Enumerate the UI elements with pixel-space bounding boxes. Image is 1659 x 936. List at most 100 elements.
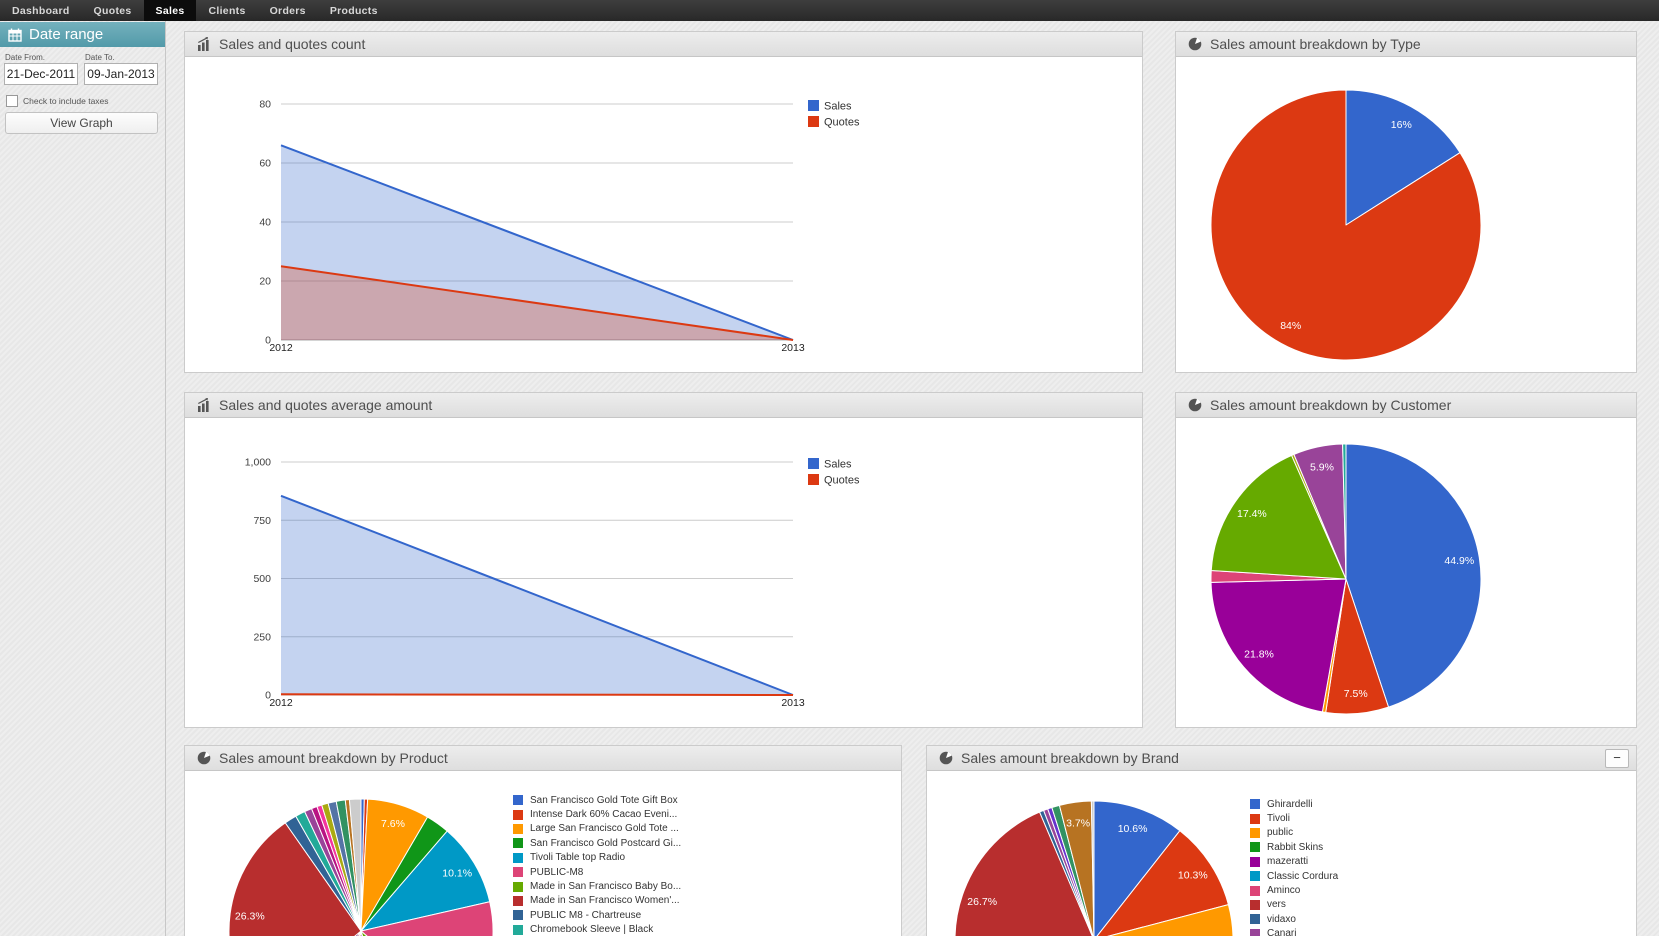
legend-label: PUBLIC M8 - Chartreuse bbox=[530, 909, 642, 921]
legend-item: Rabbit Skins bbox=[1250, 840, 1338, 854]
legend-swatch bbox=[808, 116, 819, 127]
svg-text:2013: 2013 bbox=[781, 342, 805, 354]
legend-item: Canari bbox=[1250, 927, 1338, 936]
legend-label: Large San Francisco Gold Tote ... bbox=[530, 823, 679, 835]
legend-label: Made in San Francisco Baby Bo... bbox=[530, 881, 682, 893]
panel-title: Sales and quotes average amount bbox=[219, 397, 433, 413]
pie-slice-label: 26.7% bbox=[967, 896, 997, 908]
legend-label: San Francisco Gold Tote Gift Box bbox=[530, 794, 678, 806]
legend-item: PUBLIC M8 - Chartreuse bbox=[513, 908, 681, 922]
pie-slice-label: 10.6% bbox=[1118, 823, 1148, 835]
pie-slice-label: 7.5% bbox=[1344, 688, 1368, 700]
panel-header: Sales and quotes count bbox=[185, 32, 1142, 57]
svg-text:750: 750 bbox=[253, 515, 271, 527]
legend-entry: Quotes bbox=[824, 475, 860, 487]
pie-chart-icon bbox=[197, 751, 211, 765]
legend-swatch bbox=[513, 910, 523, 921]
legend-item: Ghirardelli bbox=[1250, 797, 1338, 811]
product_pie-svg: 7.6% 10.1% 26.3% bbox=[228, 798, 494, 936]
legend-label: Rabbit Skins bbox=[1267, 841, 1324, 853]
pie-slice bbox=[1093, 800, 1181, 936]
legend-item: San Francisco Gold Postcard Gi... bbox=[513, 836, 681, 850]
nav-item-dashboard[interactable]: Dashboard bbox=[12, 4, 70, 17]
nav-item-clients[interactable]: Clients bbox=[208, 4, 246, 17]
panel-header: Sales amount breakdown by Brand − bbox=[927, 746, 1636, 771]
pie-slice bbox=[360, 901, 494, 936]
legend-label: public bbox=[1267, 827, 1294, 839]
legend-swatch bbox=[1250, 885, 1260, 896]
legend-label: Tivoli bbox=[1267, 813, 1290, 825]
pie-slice bbox=[1096, 830, 1229, 936]
panel-title: Sales amount breakdown by Brand bbox=[961, 750, 1179, 766]
legend-item: PUBLIC-M8 bbox=[513, 865, 681, 879]
legend-entry: Sales bbox=[824, 101, 852, 113]
panel-breakdown-product: Sales amount breakdown by Product 7.6% 10… bbox=[184, 745, 902, 936]
pie-slice bbox=[228, 822, 362, 936]
sidebar-divider bbox=[165, 21, 166, 936]
legend-label: Classic Cordura bbox=[1267, 870, 1339, 882]
bar-chart-icon bbox=[197, 37, 211, 51]
view-graph-button[interactable]: View Graph bbox=[5, 112, 158, 134]
legend-swatch bbox=[513, 895, 523, 906]
legend-item: Made in San Francisco Women'... bbox=[513, 894, 681, 908]
svg-text:2013: 2013 bbox=[781, 697, 805, 709]
legend-label: Canari bbox=[1267, 928, 1297, 936]
nav-item-products[interactable]: Products bbox=[329, 4, 378, 17]
date-to-input[interactable] bbox=[84, 63, 158, 85]
date-from-input[interactable] bbox=[4, 63, 78, 85]
bar-chart-icon bbox=[197, 398, 211, 412]
legend-item: Classic Cordura bbox=[1250, 869, 1338, 883]
svg-text:60: 60 bbox=[259, 158, 271, 170]
legend-swatch bbox=[808, 474, 819, 485]
brand-pie-area: 10.6% 10.3% 26.7% 3.7% Ghirardelli Tivoli pub… bbox=[927, 771, 1636, 936]
legend-item: Made in San Francisco Baby Bo... bbox=[513, 879, 681, 893]
svg-text:2012: 2012 bbox=[269, 697, 293, 709]
legend-label: San Francisco Gold Postcard Gi... bbox=[530, 837, 682, 849]
nav-item-quotes[interactable]: Quotes bbox=[93, 4, 132, 17]
legend-label: Ghirardelli bbox=[1267, 798, 1313, 810]
pie-slice bbox=[360, 830, 491, 932]
svg-text:1,000: 1,000 bbox=[245, 457, 271, 469]
panel-sales-quotes-average: Sales and quotes average amount 0 250 500 7… bbox=[184, 392, 1143, 728]
legend-swatch bbox=[1250, 871, 1260, 882]
legend-item: Intense Dark 60% Cacao Eveni... bbox=[513, 807, 681, 821]
include-taxes-checkbox[interactable] bbox=[6, 95, 18, 107]
collapse-panel-button[interactable]: − bbox=[1605, 749, 1629, 768]
legend-swatch bbox=[808, 458, 819, 469]
legend-swatch bbox=[513, 881, 523, 892]
panel-sales-quotes-count: Sales and quotes count 0 20 40 60 80 2012 2013… bbox=[184, 31, 1143, 373]
svg-text:250: 250 bbox=[253, 631, 271, 643]
pie-slice-label: 16% bbox=[1391, 119, 1412, 131]
legend-swatch bbox=[1250, 856, 1260, 867]
legend-label: Intense Dark 60% Cacao Eveni... bbox=[530, 809, 678, 821]
legend-swatch bbox=[513, 924, 523, 935]
product-pie-legend: San Francisco Gold Tote Gift Box Intense … bbox=[513, 793, 681, 936]
pie-slice bbox=[348, 798, 362, 932]
legend-swatch bbox=[1250, 813, 1260, 824]
pie-slice-label: 10.3% bbox=[1178, 870, 1208, 882]
svg-text:0: 0 bbox=[265, 335, 271, 347]
avg_chart-svg: 0 250 500 750 1,000 2012 2013 Sales Quotes bbox=[245, 457, 860, 710]
legend-swatch bbox=[1250, 928, 1260, 936]
nav-item-sales[interactable]: Sales bbox=[143, 0, 197, 21]
pie-chart-icon bbox=[939, 751, 953, 765]
legend-label: Chromebook Sleeve | Black bbox=[530, 924, 654, 936]
brand-pie-legend: Ghirardelli Tivoli public Rabbit Skins mazer… bbox=[1250, 797, 1338, 936]
pie-slice bbox=[1090, 800, 1095, 936]
svg-text:20: 20 bbox=[259, 276, 271, 288]
legend-item: San Francisco Gold Tote Gift Box bbox=[513, 793, 681, 807]
pie-slice bbox=[954, 811, 1093, 936]
legend-item: mazeratti bbox=[1250, 855, 1338, 869]
panel-breakdown-customer: Sales amount breakdown by Customer 44.9%… bbox=[1175, 392, 1637, 728]
type_pie-svg: 16% 84% bbox=[1210, 89, 1482, 361]
pie-slice bbox=[1345, 443, 1482, 708]
count_chart-svg: 0 20 40 60 80 2012 2013 Sales Quotes bbox=[259, 99, 860, 355]
nav-item-orders[interactable]: Orders bbox=[269, 4, 306, 17]
type-pie-area: 16% 84% bbox=[1176, 57, 1636, 372]
pie-slice bbox=[1210, 578, 1347, 713]
legend-label: Tivoli Table top Radio bbox=[530, 852, 626, 864]
pie-slice-label: 7.6% bbox=[381, 818, 405, 830]
date-to-label: Date To. bbox=[85, 53, 115, 62]
panel-header: Sales amount breakdown by Product bbox=[185, 746, 901, 771]
date-range-title: Date range bbox=[29, 26, 104, 43]
